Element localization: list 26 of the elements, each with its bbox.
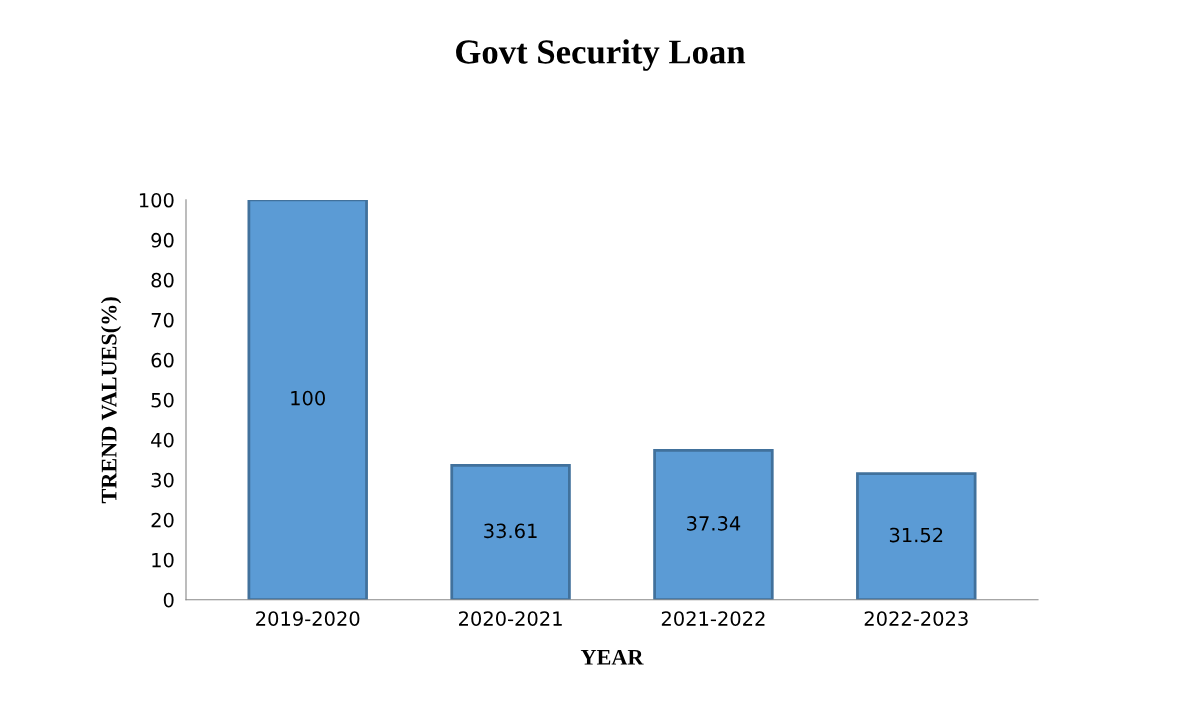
y-tick-label: 70 bbox=[151, 312, 174, 328]
y-tick-label: 30 bbox=[151, 472, 174, 488]
y-axis-title: TREND VALUES(%) bbox=[100, 297, 122, 504]
x-tick-label: 2021-2022 bbox=[661, 611, 765, 626]
y-tick-label: 0 bbox=[163, 592, 174, 608]
x-axis-title: YEAR bbox=[580, 649, 644, 665]
data-label: 100 bbox=[291, 390, 325, 406]
y-tick-label: 10 bbox=[152, 552, 174, 568]
bar bbox=[653, 449, 774, 600]
x-tick-label: 2019-2020 bbox=[256, 611, 360, 626]
y-tick-label: 60 bbox=[151, 352, 174, 368]
bar bbox=[856, 472, 977, 600]
bar bbox=[247, 199, 368, 600]
chart-title: Govt Security Loan bbox=[456, 39, 746, 71]
y-tick-label: 90 bbox=[151, 232, 174, 248]
y-tick-label: 50 bbox=[151, 392, 174, 408]
data-label: 33.61 bbox=[484, 523, 537, 539]
data-label: 31.52 bbox=[889, 527, 943, 543]
x-tick-label: 2020-2021 bbox=[459, 611, 562, 626]
y-tick-label: 40 bbox=[151, 432, 174, 448]
bar bbox=[450, 463, 571, 600]
y-tick-label: 80 bbox=[151, 272, 174, 288]
x-tick-label: 2022-2023 bbox=[864, 611, 968, 626]
data-label: 37.34 bbox=[687, 516, 741, 531]
y-tick-label: 20 bbox=[151, 512, 174, 528]
y-tick-label: 100 bbox=[139, 192, 174, 208]
